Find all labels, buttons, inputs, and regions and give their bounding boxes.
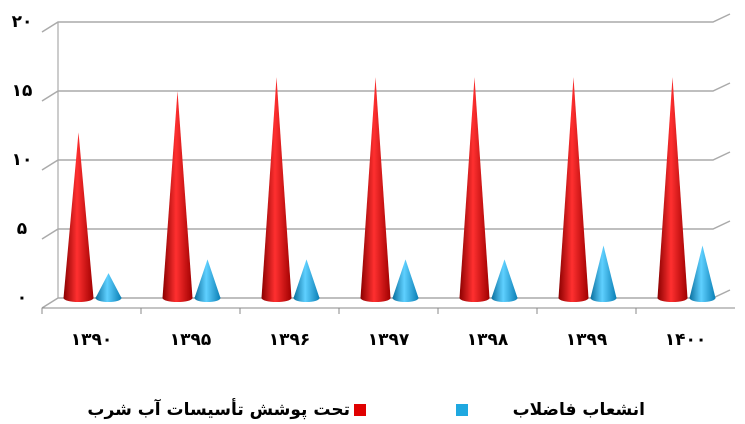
cone	[162, 91, 193, 298]
cone	[657, 77, 688, 298]
legend-swatch	[456, 404, 468, 416]
cone	[590, 245, 617, 298]
grid-line	[41, 151, 731, 171]
grid-line	[41, 82, 731, 102]
cone	[491, 259, 518, 298]
x-tick-label: ۱۳۹۰	[71, 330, 113, 350]
grid-line	[41, 13, 731, 33]
legend-swatch	[354, 404, 366, 416]
x-tick-label: ۱۳۹۸	[467, 330, 509, 350]
x-tick-label: ۱۳۹۵	[170, 330, 212, 350]
y-tick-label: ۰	[17, 288, 27, 308]
cone	[261, 77, 292, 298]
x-tick-label: ۱۳۹۶	[269, 330, 311, 350]
cone	[63, 132, 94, 298]
legend-label: تحت پوشش تأسیسات آب شرب	[87, 398, 350, 420]
cone	[360, 77, 391, 298]
cone	[95, 273, 122, 298]
y-tick-label: ۱۵	[12, 81, 33, 101]
legend-label: انشعاب فاضلاب	[513, 400, 645, 420]
x-tick-label: ۱۳۹۷	[368, 330, 410, 350]
x-tick-label: ۱۴۰۰	[665, 330, 707, 350]
cone	[459, 77, 490, 298]
cone	[392, 259, 419, 298]
cone	[558, 77, 589, 298]
x-tick-label: ۱۳۹۹	[566, 330, 608, 350]
y-tick-label: ۱۰	[12, 150, 33, 170]
cone	[689, 245, 716, 298]
y-tick-label: ۵	[17, 219, 27, 239]
cone	[194, 259, 221, 298]
cone	[293, 259, 320, 298]
y-tick-label: ۲۰	[12, 12, 33, 32]
